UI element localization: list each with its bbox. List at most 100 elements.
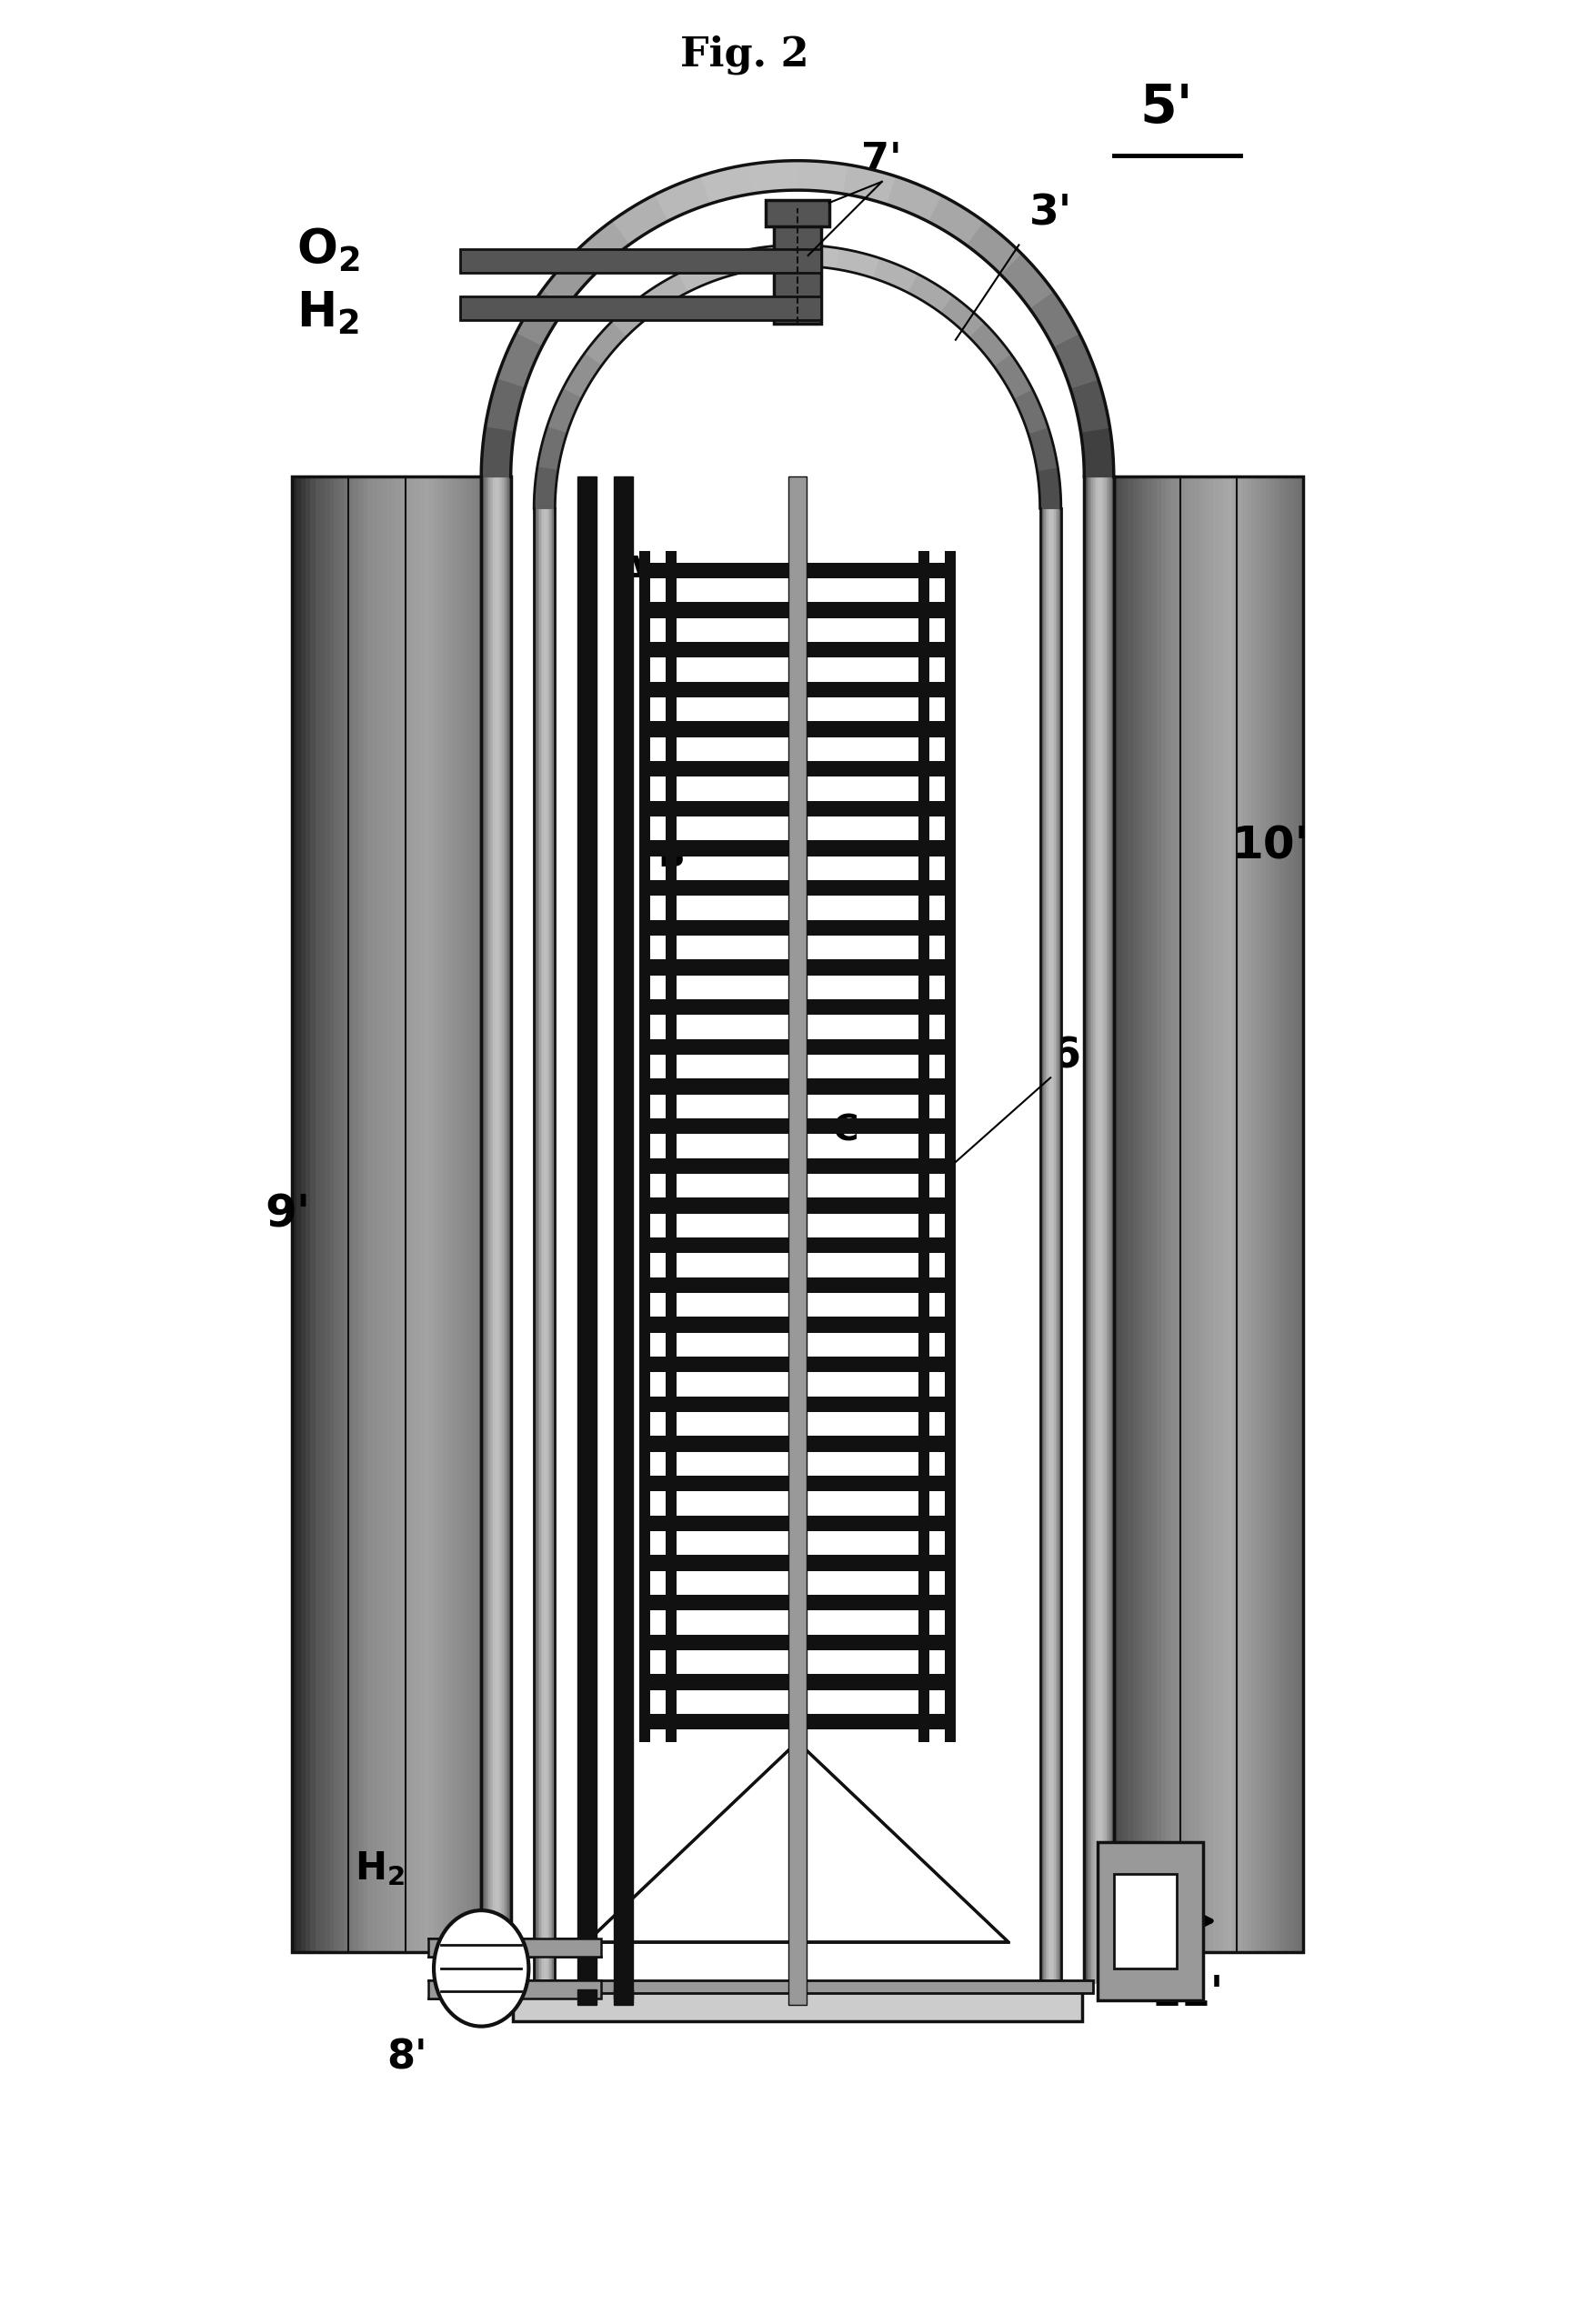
Bar [1166,476,1171,1952]
Bar [1284,476,1289,1952]
Text: Fig. 2: Fig. 2 [681,35,809,74]
Polygon shape [611,295,656,337]
Polygon shape [1037,467,1061,509]
Polygon shape [1029,428,1057,469]
Bar [381,476,386,1952]
Bar [348,476,352,1952]
Polygon shape [587,1741,1008,1943]
Bar [1113,1873,1177,1968]
Bar [649,999,946,1016]
Bar [391,476,396,1952]
Bar [372,476,376,1952]
Bar [1265,476,1270,1952]
Bar [1156,476,1161,1952]
Text: 10': 10' [1231,825,1309,867]
Bar [1199,476,1204,1952]
Bar [514,1985,1081,2022]
Polygon shape [1029,290,1080,346]
Bar [1223,476,1228,1952]
Text: $\mathbf{O_2}$: $\mathbf{O_2}$ [297,225,360,274]
Bar [415,476,419,1952]
Bar [788,476,807,2006]
Bar [1142,476,1147,1952]
Bar [301,476,306,1952]
Polygon shape [716,249,759,279]
Bar [1195,476,1199,1952]
Polygon shape [836,249,879,279]
Polygon shape [538,428,566,469]
Bar [640,551,649,1741]
Bar [649,1634,946,1650]
Polygon shape [1070,379,1110,432]
Bar [316,476,321,1952]
Polygon shape [842,165,895,205]
Bar [292,476,482,1952]
Text: $\mathbf{H_2}$: $\mathbf{H_2}$ [354,1850,405,1887]
Bar [405,476,410,1952]
Polygon shape [678,258,723,293]
Bar [1260,476,1265,1952]
Bar [429,476,434,1952]
Bar [1190,476,1195,1952]
Bar [649,1715,946,1729]
Text: 8': 8' [388,2038,427,2078]
Bar [1243,476,1247,1952]
Bar [649,681,946,697]
Bar [502,1980,1093,1992]
Bar [1137,476,1142,1952]
Polygon shape [994,353,1032,397]
Bar [1228,476,1233,1952]
Bar [1123,476,1128,1952]
Bar [1147,476,1152,1952]
Polygon shape [563,353,601,397]
Polygon shape [968,323,1011,365]
Text: B: B [657,839,684,874]
Bar [649,1594,946,1611]
Bar [297,476,301,1952]
Bar [477,476,482,1952]
Bar [1289,476,1294,1952]
Bar [338,476,343,1952]
Bar [1219,476,1223,1952]
Bar [330,476,335,1952]
Bar [919,551,930,1741]
Bar [343,476,348,1952]
Bar [1171,476,1176,1952]
Polygon shape [485,379,525,432]
Text: C: C [833,1113,858,1148]
Bar [325,476,330,1952]
Bar [649,760,946,776]
Text: 11': 11' [1152,1975,1223,2015]
Bar [292,476,297,1952]
Bar [649,641,946,658]
Polygon shape [1000,253,1053,309]
Polygon shape [1013,388,1048,435]
Bar [649,1476,946,1492]
Polygon shape [547,388,582,435]
Polygon shape [798,244,839,270]
Polygon shape [756,244,798,270]
Bar [649,562,946,579]
Bar [434,476,439,1952]
Text: 9': 9' [265,1192,311,1236]
Polygon shape [482,428,514,476]
Bar [443,476,448,1952]
Polygon shape [611,195,667,244]
Bar [1097,1843,1203,2001]
Polygon shape [584,323,627,365]
Bar [614,476,633,2006]
Bar [1113,476,1118,1952]
Bar [458,476,463,1952]
Bar [1279,476,1284,1952]
Bar [946,551,955,1741]
Bar [649,1278,946,1292]
Bar [448,476,453,1952]
Bar [1132,476,1137,1952]
Bar [1185,476,1190,1952]
Polygon shape [643,274,687,311]
Bar [1209,476,1214,1952]
Bar [1252,476,1257,1952]
Bar [1257,476,1260,1952]
Bar [439,476,443,1952]
Bar [424,476,429,1952]
